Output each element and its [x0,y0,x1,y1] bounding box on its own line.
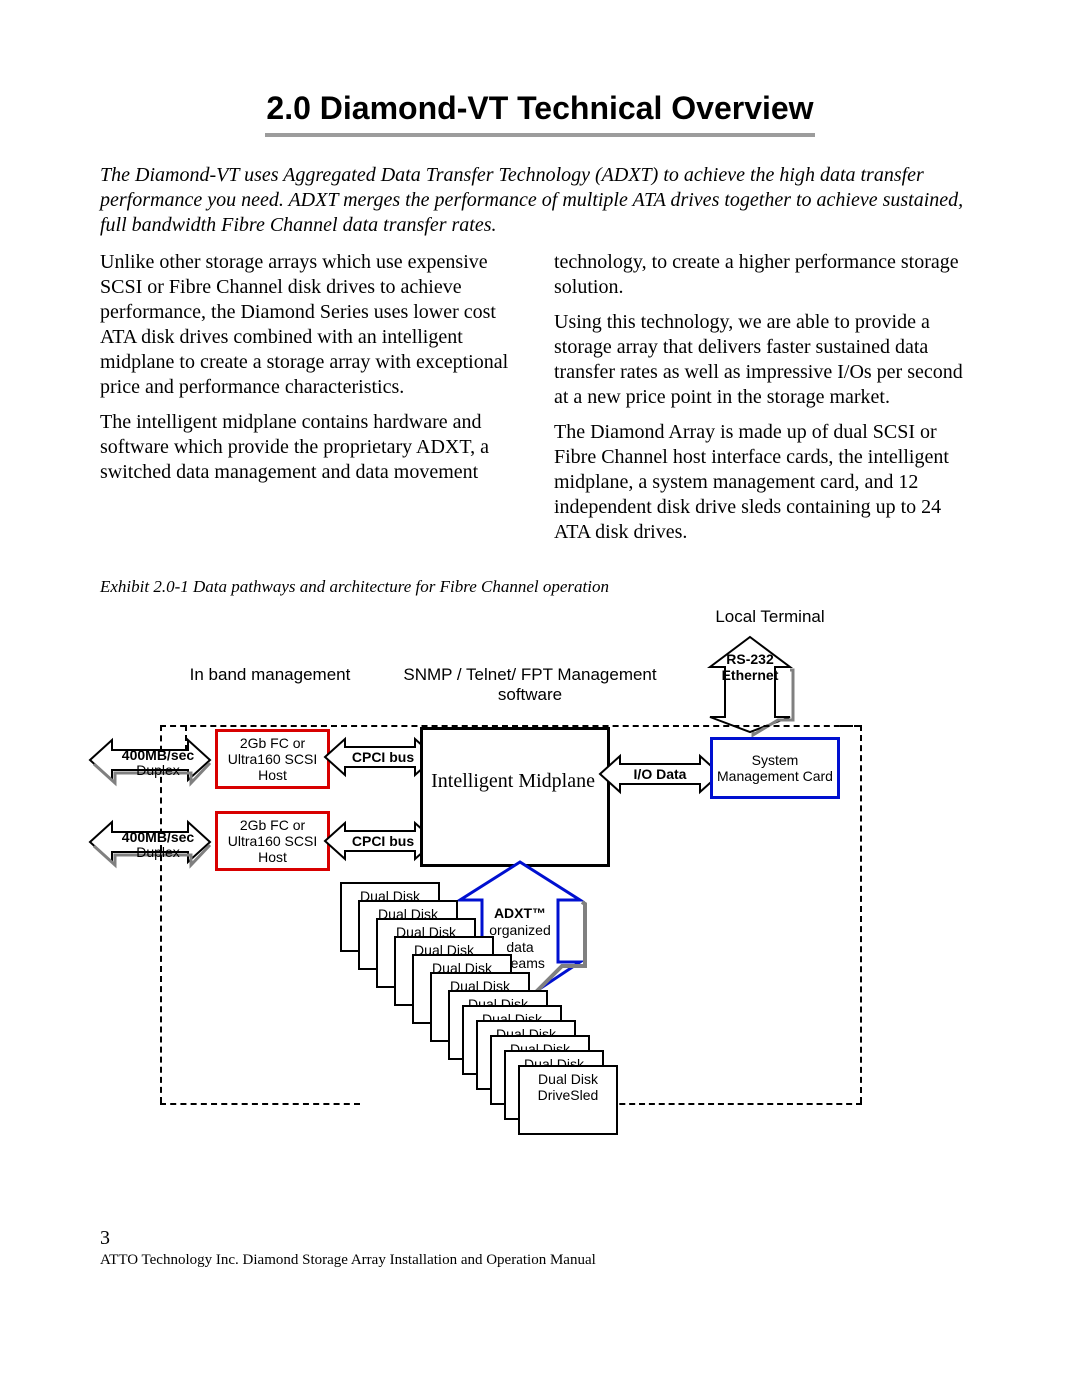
title-rule [265,133,815,137]
left-p2: The intelligent midplane contains hardwa… [100,410,526,485]
exhibit-caption: Exhibit 2.0-1 Data pathways and architec… [100,577,980,597]
dashed-bottom-l [160,1103,360,1105]
column-right: technology, to create a higher performan… [554,250,980,555]
duplex1-speed: 400MB/sec [118,747,198,763]
dashed-l-v [160,845,162,1103]
adxt-l2: organized [489,922,551,938]
disk-box-last: Dual Disk DriveSled [518,1065,618,1135]
left-p1: Unlike other storage arrays which use ex… [100,250,526,400]
adxt-l3: data [506,939,533,955]
architecture-diagram: Local Terminal In band management SNMP /… [100,607,980,1167]
duplex2-label: Duplex [118,844,198,860]
duplex2-speed: 400MB/sec [118,829,198,845]
ethernet-label: Ethernet [710,667,790,683]
adxt-l1: ADXT™ [494,905,546,921]
column-left: Unlike other storage arrays which use ex… [100,250,526,555]
cpci-label-2: CPCI bus [348,833,418,849]
cpci-label-1: CPCI bus [348,749,418,765]
iodata-label: I/O Data [620,766,700,782]
duplex1-label: Duplex [118,762,198,778]
right-p2: Using this technology, we are able to pr… [554,310,980,410]
local-terminal-label: Local Terminal [680,607,860,627]
dashed-r-v [860,725,862,1103]
intro-paragraph: The Diamond-VT uses Aggregated Data Tran… [100,163,980,238]
right-p3: The Diamond Array is made up of dual SCS… [554,420,980,545]
footer-text: ATTO Technology Inc. Diamond Storage Arr… [100,1252,980,1269]
right-p1: technology, to create a higher performan… [554,250,980,300]
host-box-2: 2Gb FC or Ultra160 SCSI Host [215,811,330,871]
sysmgmt-box: System Management Card [710,737,840,799]
host-box-1: 2Gb FC or Ultra160 SCSI Host [215,729,330,789]
rs232-label: RS-232 [710,651,790,667]
midplane-box: Intelligent Midplane [420,727,610,867]
page-number: 3 [100,1227,980,1250]
snmp-label: SNMP / Telnet/ FPT Management software [370,665,690,705]
page-title: 2.0 Diamond-VT Technical Overview [100,90,980,127]
body-columns: Unlike other storage arrays which use ex… [100,250,980,555]
inband-label: In band management [160,665,380,685]
dashed-r-top [840,725,860,727]
